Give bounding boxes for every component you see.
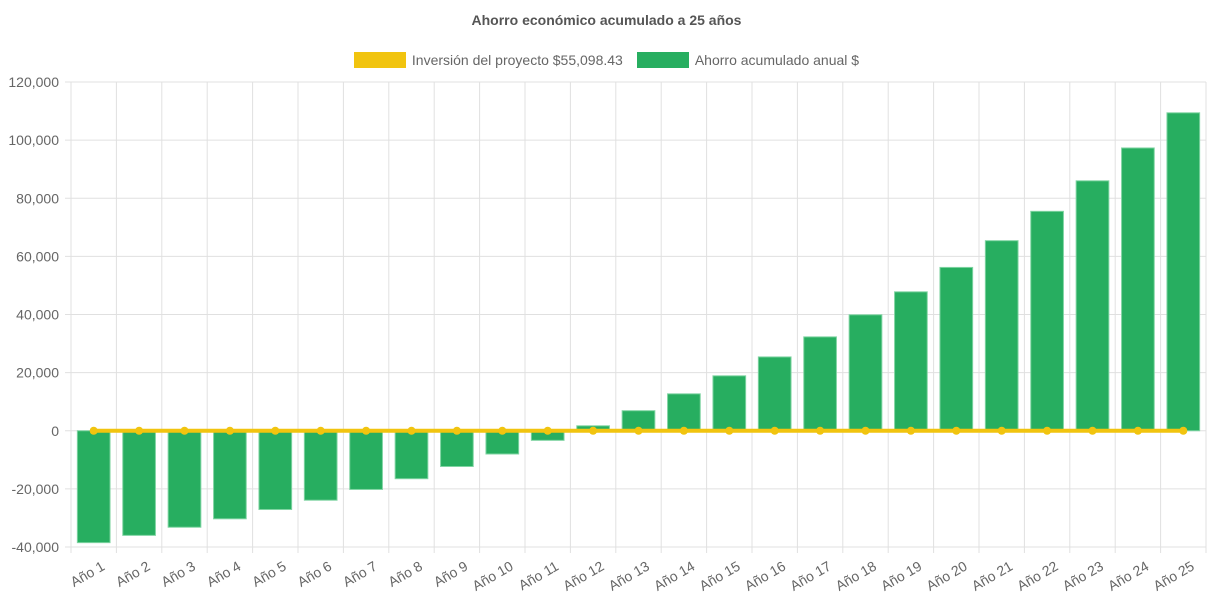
legend-swatch bbox=[353, 52, 406, 68]
x-tick-label: Año 18 bbox=[833, 558, 880, 594]
bar bbox=[803, 336, 837, 432]
x-tick-label: Año 23 bbox=[1060, 558, 1107, 594]
x-tick-label: Año 9 bbox=[431, 558, 471, 590]
bar bbox=[394, 430, 429, 480]
legend-item-ahorro[interactable]: Ahorro acumulado anual $ bbox=[636, 52, 860, 68]
legend-label: Ahorro acumulado anual $ bbox=[694, 52, 860, 68]
x-tick-label: Año 25 bbox=[1150, 558, 1197, 594]
investment-point bbox=[543, 426, 552, 435]
bar bbox=[303, 430, 338, 501]
investment-point bbox=[1088, 426, 1097, 435]
bar bbox=[1166, 112, 1201, 432]
x-tick-label: Año 11 bbox=[516, 558, 562, 594]
x-tick-label: Año 16 bbox=[742, 558, 789, 594]
investment-point bbox=[997, 426, 1006, 435]
x-tick-label: Año 5 bbox=[249, 558, 289, 590]
investment-point bbox=[816, 426, 825, 435]
bar bbox=[1121, 147, 1155, 432]
investment-point bbox=[634, 426, 643, 435]
x-tick-label: Año 6 bbox=[295, 558, 335, 590]
y-tick-label: 60,000 bbox=[16, 248, 59, 264]
investment-point bbox=[861, 426, 870, 435]
y-tick-label: 20,000 bbox=[16, 365, 59, 381]
x-tick-label: Año 22 bbox=[1014, 558, 1061, 594]
bar bbox=[712, 375, 747, 432]
investment-point bbox=[362, 426, 371, 435]
x-tick-label: Año 10 bbox=[469, 558, 516, 594]
x-tick-label: Año 7 bbox=[340, 558, 380, 590]
investment-point bbox=[1043, 426, 1052, 435]
investment-point bbox=[1133, 426, 1142, 435]
investment-point bbox=[589, 426, 598, 435]
bar bbox=[984, 240, 1019, 432]
bar bbox=[258, 430, 293, 511]
investment-point bbox=[135, 426, 144, 435]
legend-swatch bbox=[636, 52, 689, 68]
investment-point bbox=[271, 426, 280, 435]
bar bbox=[213, 430, 247, 520]
investment-point bbox=[725, 426, 734, 435]
x-tick-label: Año 15 bbox=[696, 558, 743, 594]
y-tick-label: -20,000 bbox=[12, 481, 60, 497]
investment-point bbox=[180, 426, 189, 435]
bar bbox=[939, 266, 974, 432]
x-tick-label: Año 8 bbox=[385, 558, 425, 590]
bar bbox=[122, 430, 156, 536]
chart-title: Ahorro económico acumulado a 25 años bbox=[471, 12, 742, 28]
investment-point bbox=[407, 426, 416, 435]
investment-point bbox=[89, 426, 98, 435]
bar bbox=[848, 314, 883, 432]
investment-point bbox=[225, 426, 234, 435]
legend-item-inversion[interactable]: Inversión del proyecto $55,098.43 bbox=[353, 52, 623, 68]
investment-point bbox=[770, 426, 779, 435]
investment-point bbox=[316, 426, 325, 435]
x-tick-label: Año 12 bbox=[560, 558, 607, 594]
x-tick-label: Año 17 bbox=[787, 558, 834, 594]
investment-point bbox=[952, 426, 961, 435]
y-tick-label: 80,000 bbox=[16, 190, 59, 206]
x-tick-label: Año 13 bbox=[606, 558, 653, 594]
x-tick-label: Año 4 bbox=[204, 558, 244, 590]
bar bbox=[757, 356, 792, 432]
bar bbox=[1030, 210, 1064, 432]
y-tick-label: -40,000 bbox=[12, 539, 60, 555]
investment-point bbox=[1179, 426, 1188, 435]
investment-point bbox=[906, 426, 915, 435]
x-tick-label: Año 1 bbox=[68, 558, 108, 590]
bar bbox=[894, 291, 928, 432]
x-tick-label: Año 20 bbox=[923, 558, 970, 594]
x-tick-label: Año 21 bbox=[969, 558, 1016, 594]
y-tick-label: 120,000 bbox=[8, 74, 59, 90]
bar bbox=[440, 430, 474, 467]
y-tick-label: 40,000 bbox=[16, 307, 59, 323]
x-tick-label: Año 24 bbox=[1105, 558, 1152, 594]
investment-point bbox=[498, 426, 507, 435]
x-tick-label: Año 19 bbox=[878, 558, 925, 594]
y-tick-label: 0 bbox=[51, 423, 59, 439]
bar bbox=[76, 430, 111, 544]
x-tick-label: Año 14 bbox=[651, 558, 698, 594]
investment-point bbox=[679, 426, 688, 435]
x-tick-label: Año 3 bbox=[158, 558, 198, 590]
legend: Inversión del proyecto $55,098.43 Ahorro… bbox=[0, 52, 1213, 68]
investment-point bbox=[452, 426, 461, 435]
bar bbox=[349, 430, 383, 490]
legend-label: Inversión del proyecto $55,098.43 bbox=[411, 52, 623, 68]
bar bbox=[667, 393, 701, 432]
bar bbox=[167, 430, 202, 528]
x-tick-label: Año 2 bbox=[113, 558, 153, 590]
bar bbox=[1075, 180, 1110, 432]
y-tick-label: 100,000 bbox=[8, 132, 59, 148]
